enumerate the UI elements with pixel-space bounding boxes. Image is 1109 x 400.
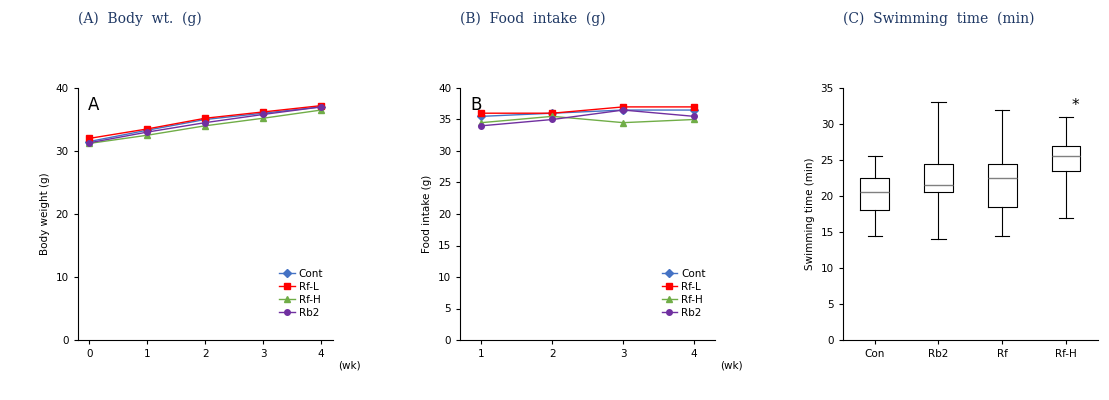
Rf-H bbox=[141, 133, 154, 138]
Text: A: A bbox=[88, 96, 99, 114]
Rf-H bbox=[546, 114, 559, 119]
Rf-L bbox=[546, 111, 559, 116]
Rf-L bbox=[688, 104, 701, 109]
Rf-L bbox=[617, 104, 630, 109]
Cont bbox=[546, 111, 559, 116]
Text: B: B bbox=[470, 96, 481, 114]
Cont bbox=[315, 104, 328, 109]
Line: Rb2: Rb2 bbox=[479, 107, 696, 128]
Rf-H bbox=[256, 116, 269, 121]
Rb2 bbox=[82, 140, 95, 145]
Rf-H bbox=[617, 120, 630, 125]
Legend: Cont, Rf-L, Rf-H, Rb2: Cont, Rf-L, Rf-H, Rb2 bbox=[275, 264, 327, 322]
Rb2 bbox=[546, 117, 559, 122]
Y-axis label: Food intake (g): Food intake (g) bbox=[423, 175, 433, 253]
Rf-L bbox=[256, 110, 269, 114]
Text: (wk): (wk) bbox=[338, 360, 360, 370]
Line: Rf-H: Rf-H bbox=[479, 114, 696, 126]
Legend: Cont, Rf-L, Rf-H, Rb2: Cont, Rf-L, Rf-H, Rb2 bbox=[658, 264, 710, 322]
Rf-L bbox=[199, 116, 212, 121]
Line: Rf-L: Rf-L bbox=[87, 103, 324, 141]
Text: (A)  Body  wt.  (g): (A) Body wt. (g) bbox=[78, 12, 202, 26]
Cont bbox=[688, 108, 701, 112]
Rb2 bbox=[256, 112, 269, 117]
Cont bbox=[82, 139, 95, 144]
Rb2 bbox=[475, 123, 488, 128]
Rf-L bbox=[82, 136, 95, 141]
Line: Rb2: Rb2 bbox=[87, 104, 324, 146]
Text: (B)  Food  intake  (g): (B) Food intake (g) bbox=[460, 12, 606, 26]
Line: Rf-L: Rf-L bbox=[479, 104, 696, 116]
Rf-L bbox=[141, 126, 154, 131]
Text: *: * bbox=[1071, 98, 1079, 113]
Rb2 bbox=[617, 108, 630, 112]
Line: Cont: Cont bbox=[479, 107, 696, 119]
Cont bbox=[199, 117, 212, 122]
Rb2 bbox=[315, 104, 328, 109]
Rf-H bbox=[82, 141, 95, 146]
Line: Rf-H: Rf-H bbox=[87, 107, 324, 146]
Rf-H bbox=[475, 120, 488, 125]
Cont bbox=[256, 111, 269, 116]
Rb2 bbox=[141, 130, 154, 134]
Cont bbox=[475, 114, 488, 119]
Cont bbox=[141, 128, 154, 133]
Rb2 bbox=[688, 114, 701, 119]
Rf-L bbox=[475, 111, 488, 116]
Rb2 bbox=[199, 120, 212, 125]
Rf-L bbox=[315, 103, 328, 108]
Text: (wk): (wk) bbox=[721, 360, 743, 370]
Rf-H bbox=[688, 117, 701, 122]
Cont bbox=[617, 108, 630, 112]
Text: (C)  Swimming  time  (min): (C) Swimming time (min) bbox=[843, 12, 1035, 26]
Y-axis label: Body weight (g): Body weight (g) bbox=[40, 173, 50, 255]
Rf-H bbox=[199, 123, 212, 128]
Y-axis label: Swimming time (min): Swimming time (min) bbox=[805, 158, 815, 270]
Line: Cont: Cont bbox=[87, 104, 324, 144]
Rf-H bbox=[315, 108, 328, 112]
